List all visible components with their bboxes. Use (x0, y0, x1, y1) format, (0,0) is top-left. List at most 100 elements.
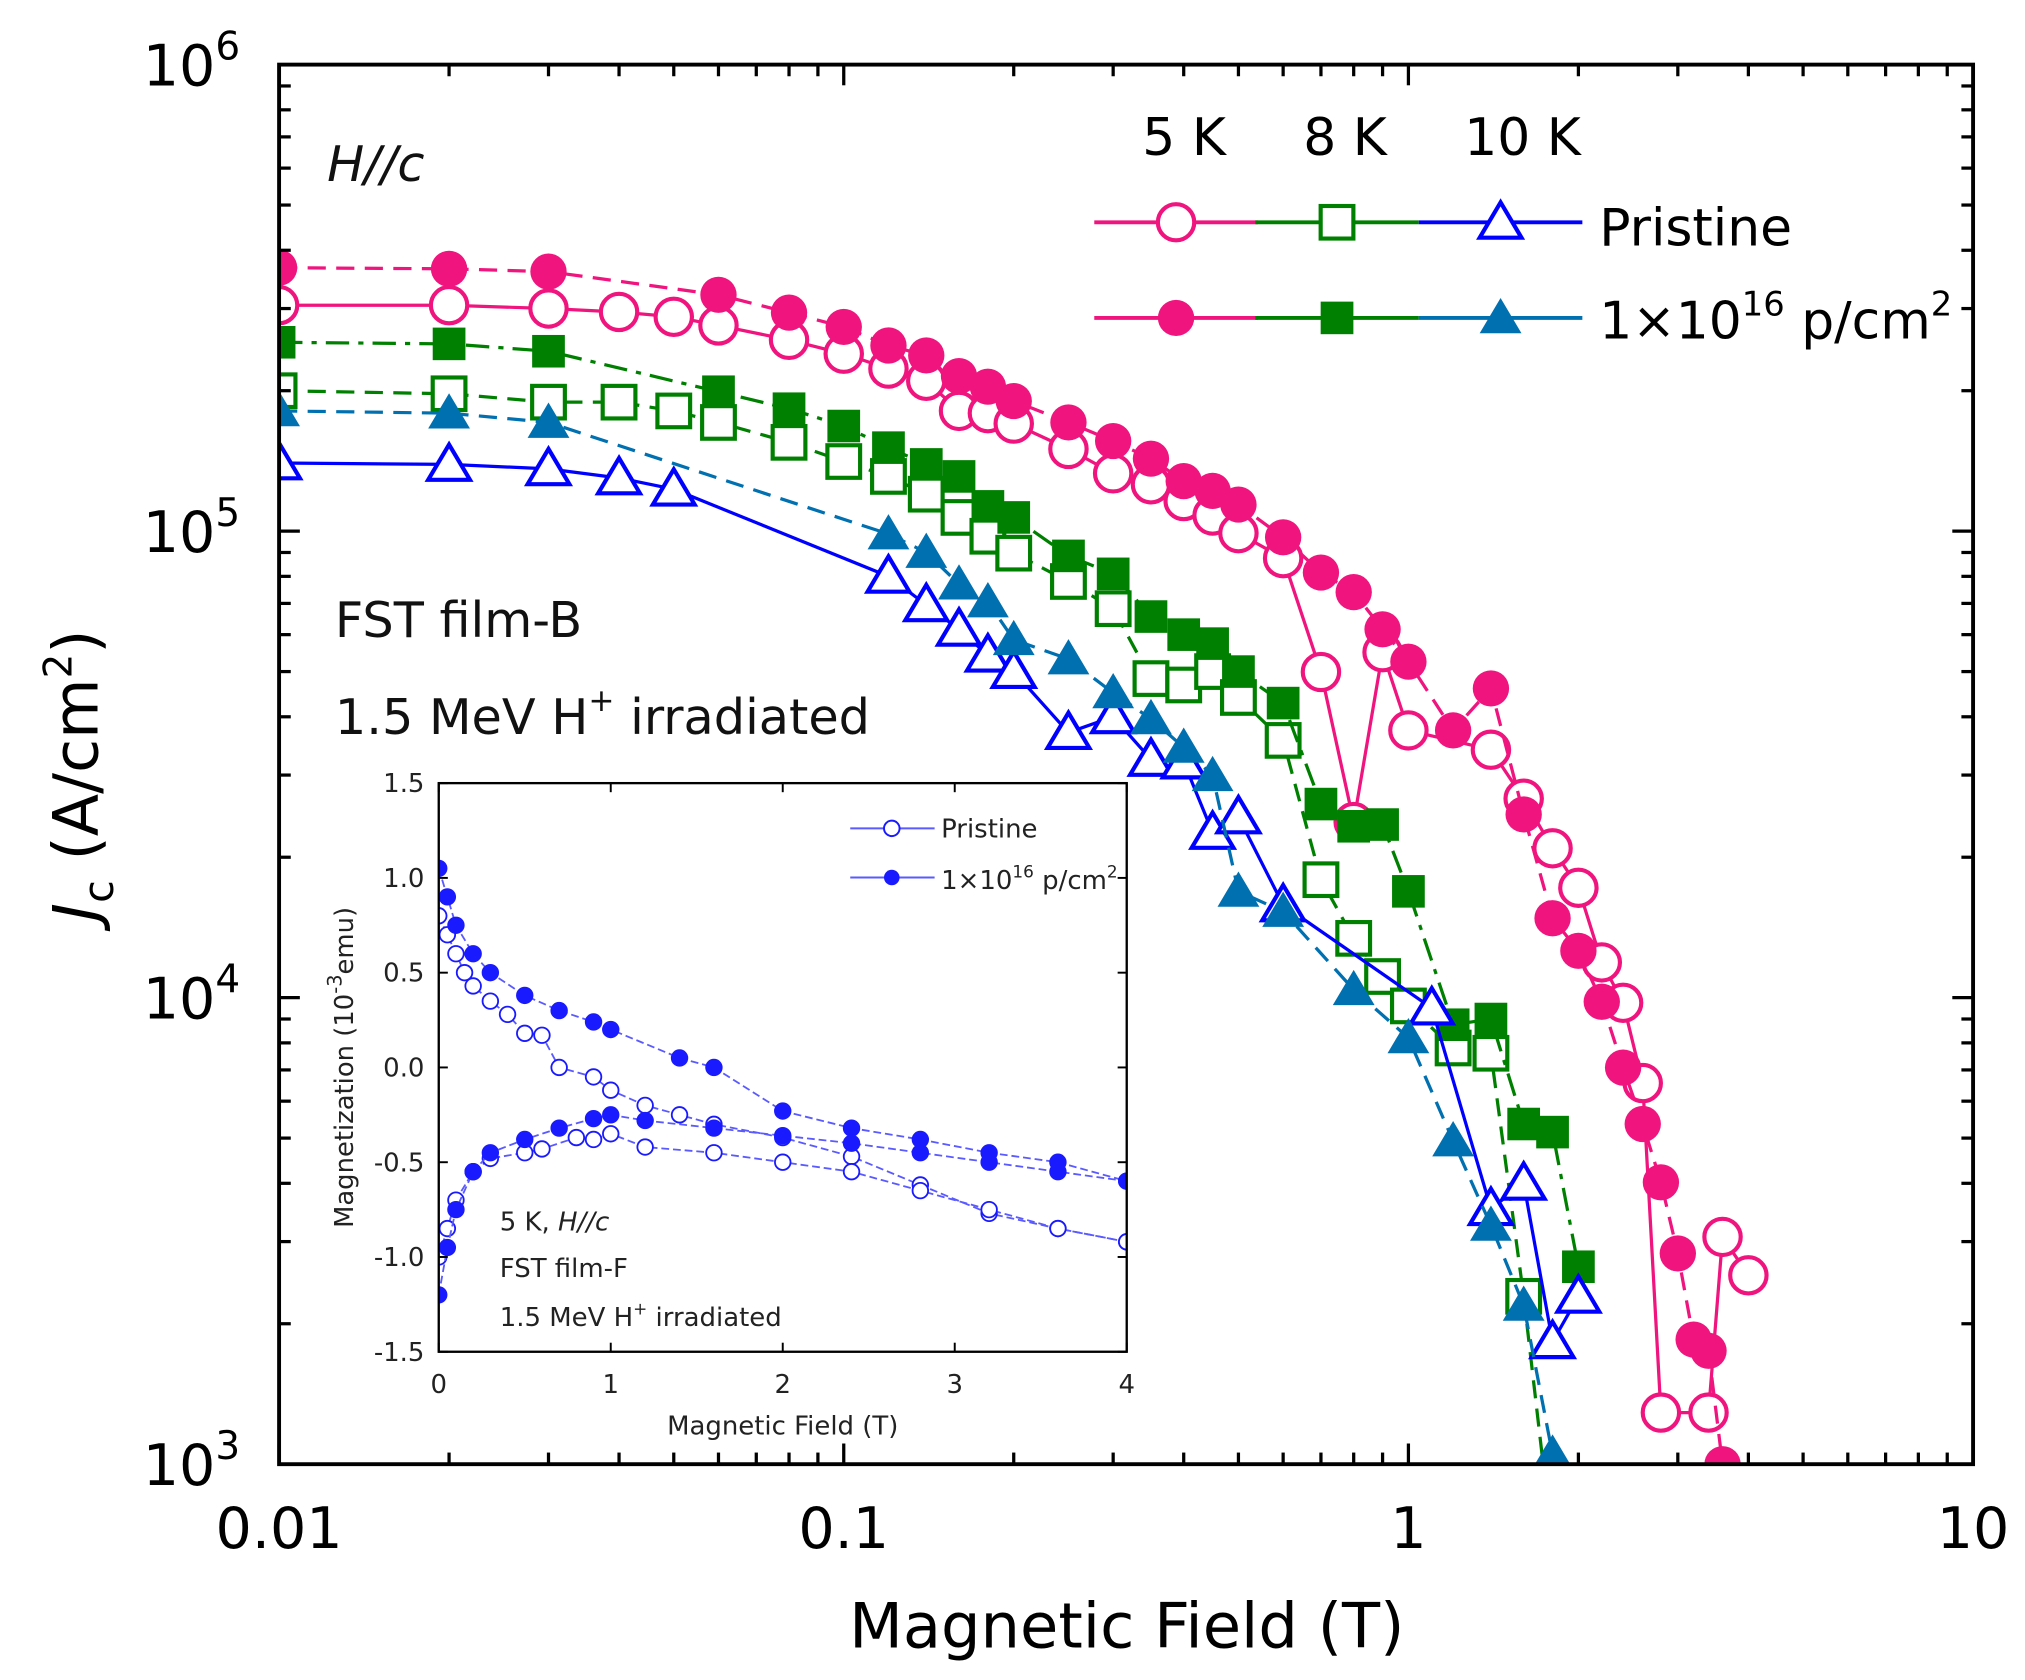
legend-marker (1320, 301, 1354, 335)
inset-data-point (705, 1058, 723, 1077)
data-point (995, 534, 1033, 572)
y-label-sub: c (75, 880, 123, 903)
main-plot-frame (277, 62, 1976, 1467)
data-point (1502, 1285, 1545, 1321)
inset-series-3 (438, 1106, 1127, 1304)
data-point (1302, 554, 1340, 591)
inset-data-point (438, 888, 457, 906)
inset-y-tick-label: 1.5 (383, 769, 424, 799)
inset-x-label: Magnetic Field (T) (667, 1412, 898, 1442)
x-tick-label: 0.1 (798, 1496, 889, 1562)
data-point (432, 327, 466, 361)
data-point (1390, 643, 1427, 680)
data-point (1043, 708, 1093, 751)
data-point (527, 402, 570, 438)
data-point (1162, 727, 1205, 763)
inset-data-point (774, 1153, 792, 1171)
data-point (1094, 422, 1132, 460)
data-point (1088, 692, 1138, 735)
inset-data-point (447, 945, 465, 963)
data-point (1096, 557, 1130, 591)
data-point (1300, 651, 1342, 693)
annotation-irradiation: 1.5 MeV H+ irradiated (335, 683, 870, 746)
data-point (1266, 686, 1300, 720)
inset-annotation-irr: 1.5 MeV H+ irradiated (500, 1298, 782, 1333)
data-point (1052, 539, 1085, 573)
inset-data-point (911, 1181, 930, 1200)
data-point (901, 580, 951, 623)
data-point (867, 514, 910, 550)
x-tick-label: 0.01 (216, 1496, 343, 1562)
inset-y-tick-label: 1.0 (383, 864, 424, 894)
data-point (1191, 755, 1234, 792)
data-point (1213, 792, 1263, 835)
inset-data-point (584, 1068, 603, 1086)
inset-series-layer (438, 859, 1127, 1304)
data-point (966, 582, 1009, 618)
data-point (863, 552, 913, 594)
y-tick-label: 103 (143, 1424, 240, 1499)
leg-post: p/cm (1785, 292, 1931, 352)
inset-data-point (602, 1020, 620, 1039)
data-point (872, 431, 905, 464)
inset-data-point (438, 859, 448, 878)
data-point (1474, 1002, 1508, 1036)
data-point (940, 357, 978, 395)
legend-col-10k: 10 K (1464, 108, 1583, 168)
data-point (1196, 627, 1229, 660)
data-point (1407, 984, 1457, 1026)
legend-col-8k: 8 K (1303, 108, 1389, 168)
data-point (870, 327, 907, 364)
inset-y-tick-label: -0.5 (374, 1148, 425, 1178)
inset-data-point (1118, 1172, 1127, 1190)
data-point (1505, 796, 1542, 833)
data-point (770, 294, 808, 331)
inset-data-point (636, 1096, 654, 1115)
inset-data-point (670, 1049, 689, 1067)
inset-data-point (705, 1144, 723, 1162)
data-point (279, 285, 300, 326)
data-point (1366, 808, 1399, 841)
data-point (1364, 611, 1401, 648)
inset-data-point (636, 1111, 654, 1130)
inset-data-point (842, 1134, 861, 1152)
iy-post: emu) (330, 907, 360, 975)
inset-data-point (481, 992, 500, 1010)
inset-data-point (705, 1119, 723, 1137)
inset-data-point (980, 1153, 998, 1171)
legend-marker (1155, 202, 1197, 243)
y-label-unit: (A/cm (39, 678, 112, 880)
data-point (1624, 1105, 1661, 1143)
irr-post: irradiated (614, 688, 869, 746)
data-point (1728, 1255, 1769, 1296)
inset-data-point (584, 1130, 603, 1149)
irr-sup: + (588, 683, 614, 719)
data-point (1222, 655, 1255, 688)
data-point (1534, 1434, 1571, 1465)
inset-ticks: 0 1 2 3 4 -1.5 -1.0 -0.5 0.0 0.5 1.0 1.5 (374, 769, 1135, 1400)
inset-x-tick-label: 3 (946, 1370, 963, 1400)
data-point (653, 296, 695, 337)
data-point (530, 253, 567, 290)
data-point (279, 249, 298, 286)
inset-data-point (1118, 1233, 1127, 1251)
inset-data-point (438, 1238, 457, 1257)
inset-chart: 0 1 2 3 4 -1.5 -1.0 -0.5 0.0 0.5 1.0 1.5 Magnetic F… (323, 769, 1135, 1441)
data-point (1388, 710, 1429, 751)
irr-pre: 1.5 MeV H (335, 688, 588, 746)
inset-y-tick-label: -1.0 (374, 1243, 425, 1273)
data-point (1337, 809, 1371, 843)
ia1-it: H//c (558, 1207, 609, 1237)
data-point (279, 438, 304, 481)
leg-pre: 1×10 (1599, 292, 1742, 352)
leg-sup2: 2 (1931, 284, 1952, 323)
inset-data-point (567, 1128, 586, 1147)
inset-data-point (533, 1140, 551, 1158)
data-point (827, 409, 861, 443)
inset-x-tick-label: 1 (602, 1370, 619, 1400)
data-point (909, 448, 943, 481)
inset-data-point (602, 1106, 620, 1124)
data-point (1534, 900, 1571, 937)
